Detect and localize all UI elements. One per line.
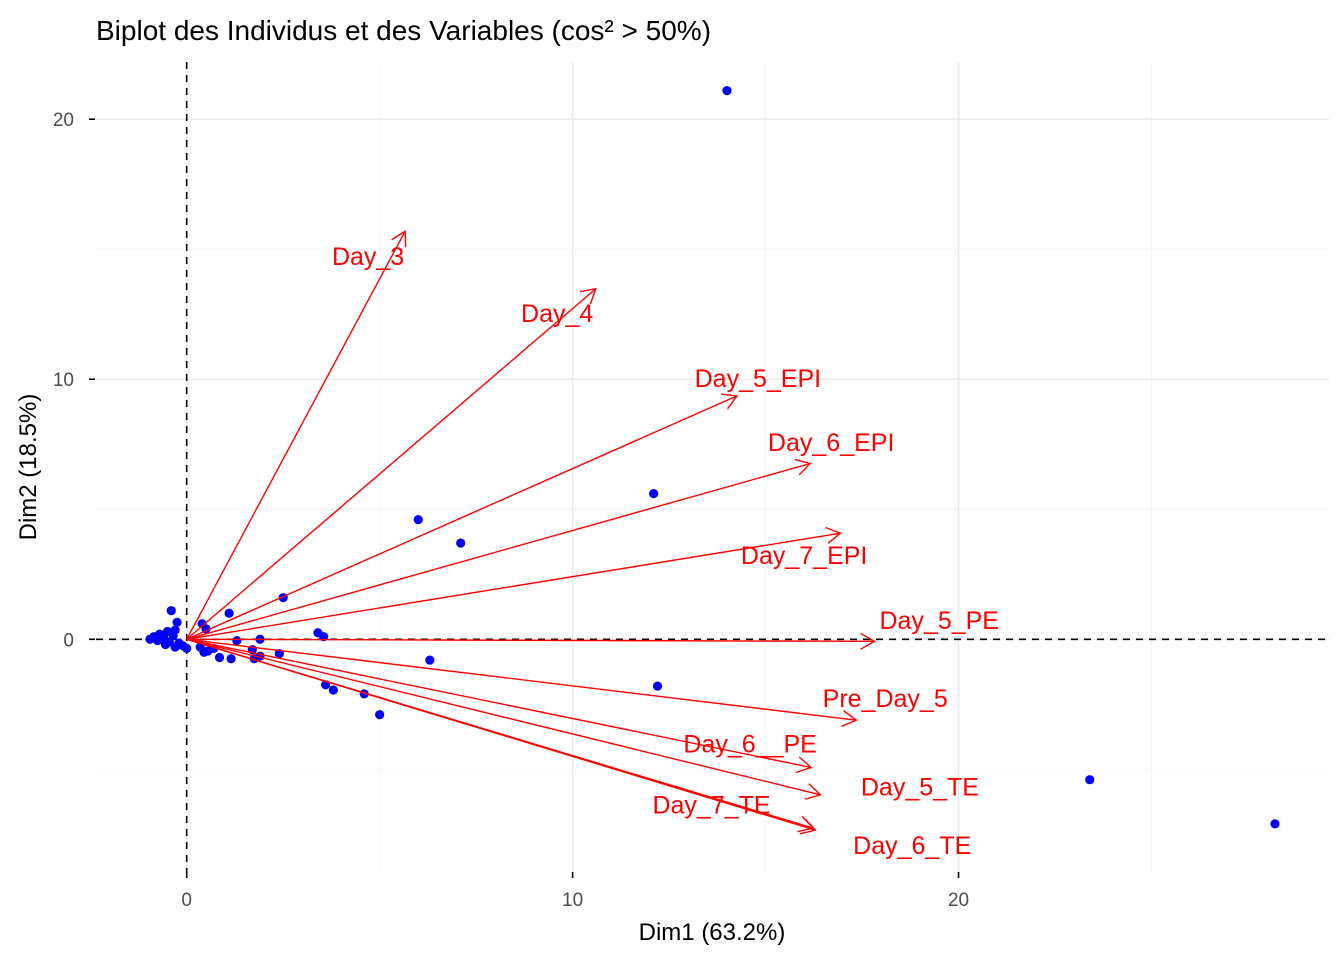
- variable-arrows: [186, 230, 876, 835]
- arrow-head: [804, 783, 822, 800]
- arrow-head: [799, 817, 817, 835]
- arrow-shaft: [186, 462, 811, 640]
- y-tick-label: 0: [63, 630, 74, 651]
- variable-arrow: [186, 638, 813, 774]
- arrow-shaft: [186, 638, 812, 769]
- variable-arrow: [186, 230, 407, 640]
- individual-point: [425, 655, 435, 665]
- individual-point: [649, 489, 659, 499]
- individual-point: [328, 685, 338, 695]
- variable-label: Day_7_EPI: [741, 542, 867, 570]
- variable-arrow: [186, 638, 817, 835]
- reference-lines: [96, 62, 1329, 872]
- variable-label: Day_4: [521, 300, 593, 328]
- variable-arrow: [186, 638, 822, 800]
- arrow-head: [391, 230, 407, 248]
- variable-label: Day_3: [332, 243, 404, 271]
- individual-point: [199, 647, 209, 657]
- individual-point: [145, 634, 155, 644]
- arrow-shaft: [186, 638, 875, 643]
- variable-label: Day_6__PE: [683, 730, 816, 758]
- individual-point: [214, 652, 225, 663]
- individual-point: [182, 643, 192, 653]
- arrow-head: [795, 756, 813, 774]
- individual-point: [226, 654, 236, 664]
- arrow-head: [860, 632, 876, 650]
- variable-arrow: [186, 526, 842, 640]
- individual-point: [1270, 819, 1280, 829]
- arrow-head: [841, 709, 858, 728]
- variable-label: Day_5_TE: [861, 773, 979, 801]
- individual-point: [1085, 775, 1095, 785]
- variable-label: Day_6_EPI: [768, 429, 894, 457]
- variable-arrow: [186, 638, 858, 728]
- variable-labels: Day_3 Day_4 Day_5_EPI Day_6_EPI Day_7_EPI Day…: [332, 243, 999, 860]
- individual-point: [172, 617, 182, 627]
- individual-point: [652, 681, 663, 691]
- variable-label: Day_7_TE: [652, 792, 770, 820]
- x-tick-label: 0: [181, 890, 192, 911]
- arrow-shaft: [186, 638, 821, 796]
- arrow-head: [794, 458, 812, 476]
- arrow-head: [721, 393, 739, 410]
- variable-arrow: [186, 632, 876, 650]
- arrow-head: [579, 287, 597, 305]
- individual-point: [319, 632, 329, 642]
- variable-arrow: [186, 458, 812, 640]
- arrow-shaft: [186, 288, 597, 640]
- axis-ticks: 0 10 20 0 10 20: [53, 110, 969, 911]
- individual-point: [413, 515, 423, 525]
- individual-point: [722, 86, 732, 96]
- arrow-shaft: [186, 395, 738, 640]
- individual-point: [166, 606, 176, 616]
- arrow-shaft: [186, 532, 841, 640]
- individual-point: [456, 538, 466, 548]
- variable-arrow: [186, 393, 739, 640]
- arrow-head: [825, 526, 842, 544]
- x-tick-label: 10: [562, 890, 583, 911]
- variable-label: Day_5_PE: [879, 607, 999, 635]
- variable-arrow: [186, 287, 597, 640]
- y-axis-title: Dim2 (18.5%): [15, 394, 42, 541]
- arrow-shaft: [186, 230, 406, 640]
- individual-point: [168, 630, 178, 640]
- arrow-shaft: [186, 638, 857, 721]
- y-tick-label: 20: [53, 110, 74, 131]
- individual-point: [224, 608, 234, 618]
- arrow-shaft: [186, 638, 816, 831]
- y-tick-label: 10: [53, 370, 74, 391]
- variable-label: Day_6_TE: [853, 832, 971, 860]
- x-axis-title: Dim1 (63.2%): [639, 919, 786, 946]
- variable-label: Day_5_EPI: [695, 365, 821, 393]
- variable-label: Pre_Day_5: [823, 685, 948, 713]
- individual-point: [170, 642, 180, 652]
- individual-point: [232, 635, 242, 646]
- chart-title: Biplot des Individus et des Variables (c…: [96, 15, 711, 46]
- x-tick-label: 20: [948, 890, 969, 911]
- individual-point: [160, 639, 171, 650]
- individual-point: [375, 710, 385, 720]
- individual-points: [145, 86, 1280, 829]
